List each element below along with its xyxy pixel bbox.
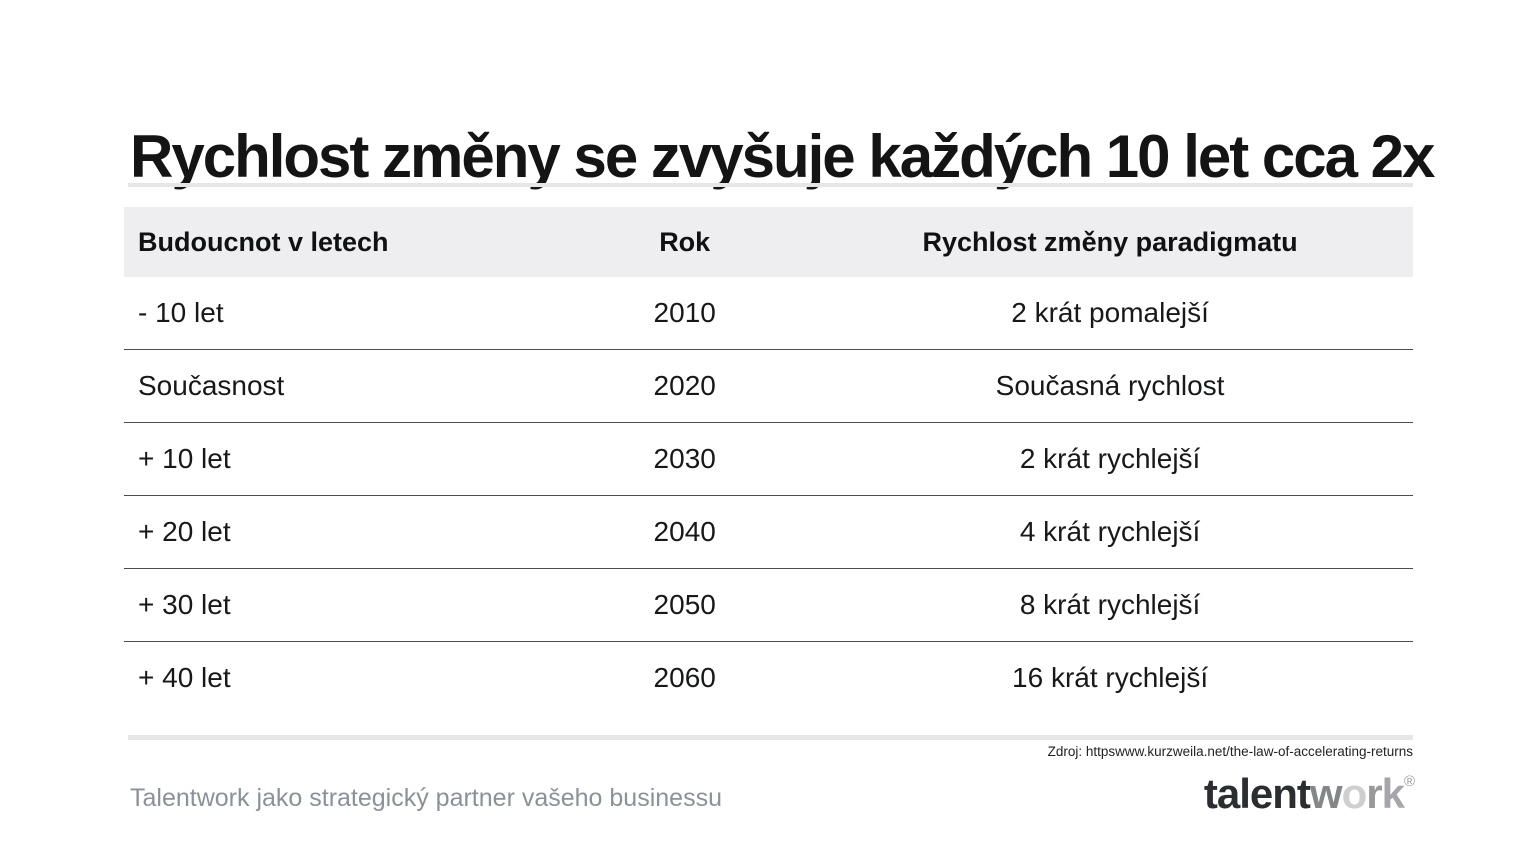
cell-year: 2060 [653,662,716,693]
table-row: + 20 let 2040 4 krát rychlejší [124,496,1413,569]
cell-future: + 20 let [138,516,231,547]
cell-speed: 4 krát rychlejší [1019,516,1201,547]
registered-trademark-icon: ® [1403,773,1415,790]
cell-year: 2020 [653,370,716,401]
cell-future: Současnost [138,370,285,401]
cell-year: 2040 [653,516,716,547]
cell-future: + 40 let [138,662,231,693]
column-header-year: Rok [562,207,808,277]
footer-tagline: Talentwork jako strategický partner vaše… [130,784,722,812]
cell-speed: 2 krát rychlejší [1019,443,1201,474]
paradigm-speed-table: Budoucnot v letech Rok Rychlost změny pa… [124,207,1413,714]
talentwork-logo: talentwork® [0,770,1415,818]
table-header-row: Budoucnot v letech Rok Rychlost změny pa… [124,207,1413,277]
cell-future: - 10 let [138,297,224,328]
logo-letter-k: k [1381,770,1405,817]
column-header-paradigm-speed: Rychlost změny paradigmatu [807,207,1413,277]
table-row: + 10 let 2030 2 krát rychlejší [124,423,1413,496]
cell-future: + 10 let [138,443,231,474]
column-header-future-years: Budoucnot v letech [124,207,563,277]
logo-letter-w: w [1309,770,1343,817]
table-row: + 40 let 2060 16 krát rychlejší [124,642,1413,715]
paradigm-speed-table-container: Budoucnot v letech Rok Rychlost změny pa… [124,207,1413,714]
table-row: Současnost 2020 Současná rychlost [124,350,1413,423]
table-row: - 10 let 2010 2 krát pomalejší [124,277,1413,350]
cell-speed: 2 krát pomalejší [1011,297,1209,328]
logo-letter-o: o [1341,770,1368,817]
source-citation: Zdroj: httpswww.kurzweila.net/the-law-of… [1047,744,1413,759]
table-row: + 30 let 2050 8 krát rychlejší [124,569,1413,642]
cell-year: 2010 [653,297,716,328]
bottom-divider-line [128,735,1413,740]
slide-title: Rychlost změny se zvyšuje každých 10 let… [130,123,1435,191]
cell-speed: 16 krát rychlejší [1012,662,1209,693]
cell-future: + 30 let [138,589,231,620]
cell-year: 2050 [653,589,716,620]
top-divider-line [128,183,1413,187]
cell-speed: 8 krát rychlejší [1019,589,1201,620]
logo-letter-r: r [1366,770,1382,817]
cell-speed: Současná rychlost [995,370,1225,401]
logo-part-talent: talent [1203,770,1311,817]
cell-year: 2030 [653,443,716,474]
